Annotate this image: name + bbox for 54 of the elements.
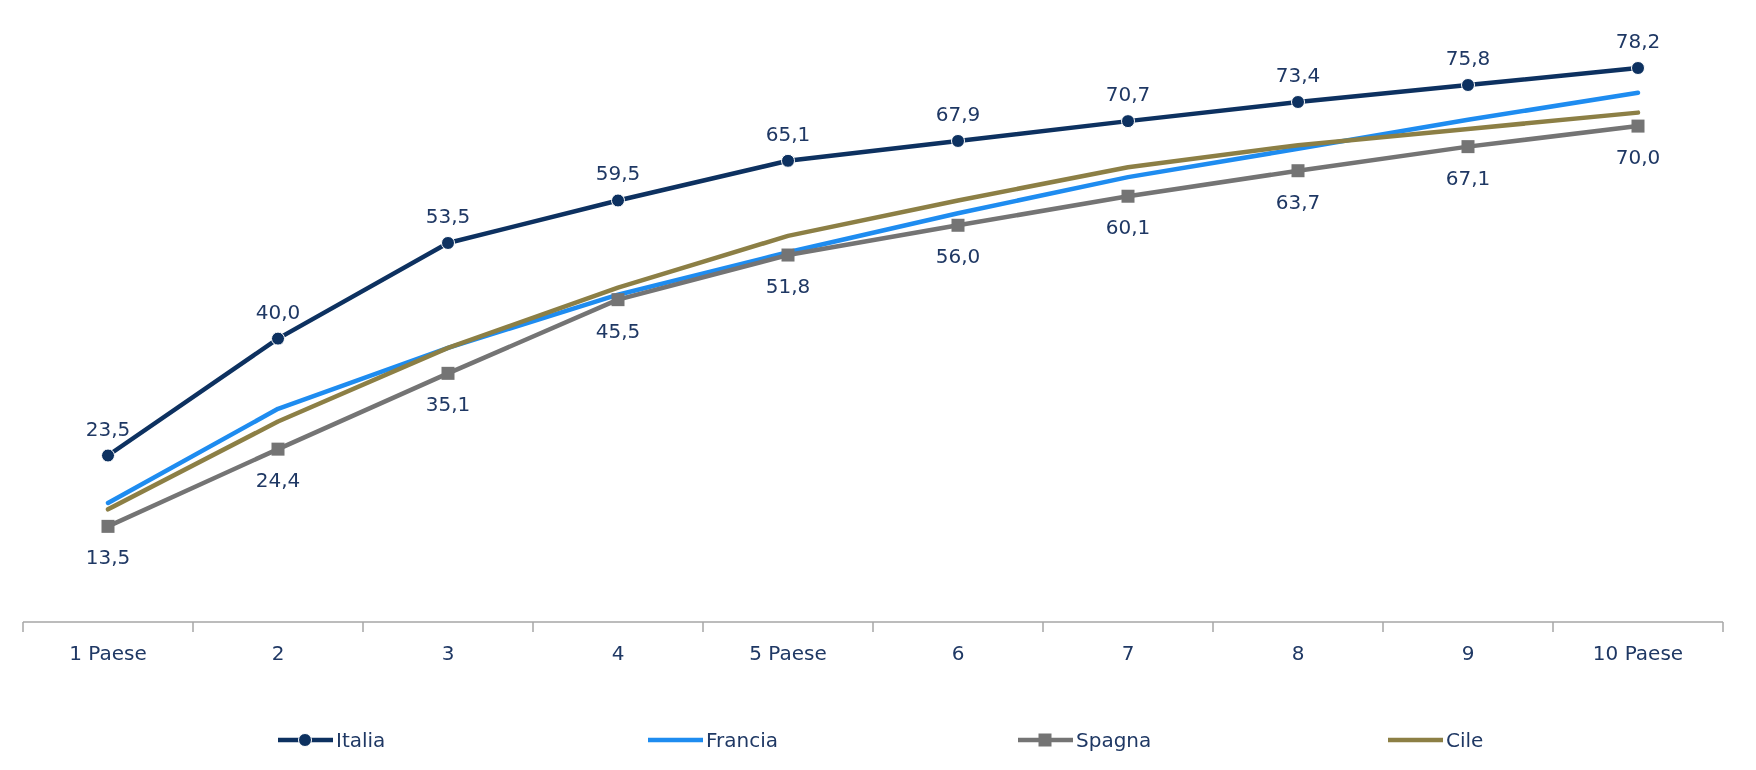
point [101,519,115,533]
x-tick-label: 2 [271,641,285,665]
point [1631,61,1645,75]
data-label: 73,4 [1275,63,1321,88]
point [1121,189,1135,203]
legend-label: Spagna [1076,728,1152,752]
data-label: 24,4 [255,468,301,493]
data-label: 40,0 [255,299,301,324]
point [951,218,965,232]
x-tick-label: 4 [611,641,625,665]
data-label: 70,7 [1105,82,1151,107]
data-label: 67,9 [935,101,981,126]
point [781,153,795,168]
x-tick-label: 8 [1291,641,1305,665]
point [611,193,625,208]
point [101,448,115,463]
point [441,235,455,250]
x-tick-label: 6 [951,641,965,665]
data-label: 60,1 [1105,215,1151,240]
point [1121,114,1135,129]
data-label: 13,5 [85,545,131,570]
point [1291,164,1305,178]
data-label: 70,0 [1615,145,1661,170]
legend-label: Italia [336,728,386,752]
data-label: 45,5 [595,318,641,343]
point [271,331,285,346]
data-label: 63,7 [1275,189,1321,214]
legend-label: Francia [706,728,779,752]
point [1291,95,1305,110]
point [951,133,965,148]
point [781,248,795,262]
data-label: 23,5 [85,416,131,441]
point [1461,78,1475,92]
data-label: 78,2 [1615,29,1661,53]
point [271,442,285,456]
point [1631,119,1645,133]
x-tick-label: 3 [441,641,455,665]
data-label: 51,8 [765,274,811,299]
x-tick-label: 9 [1461,641,1475,665]
point [441,366,455,380]
data-label: 75,8 [1445,46,1491,70]
data-label: 67,1 [1445,165,1491,190]
legend-label: Cile [1446,728,1484,752]
point [611,293,625,307]
x-tick-label: 5 Paese [749,641,827,665]
data-label: 59,5 [595,161,641,186]
x-tick-label: 7 [1121,641,1135,665]
x-tick-label: 10 Paese [1592,641,1684,665]
data-label: 65,1 [765,121,811,146]
data-label: 56,0 [935,244,981,269]
x-tick-label: 1 Paese [69,641,147,665]
data-label: 53,5 [425,203,471,228]
data-label: 35,1 [425,392,471,417]
point [1461,140,1475,154]
